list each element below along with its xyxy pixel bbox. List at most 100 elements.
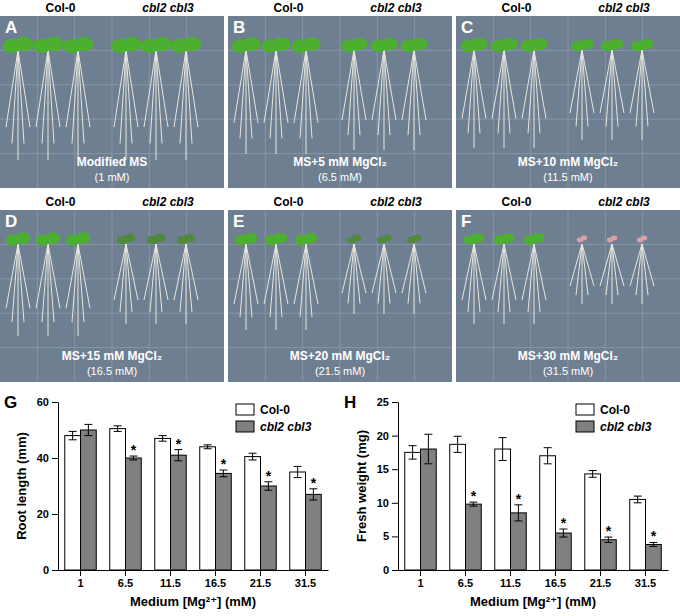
plate-grid	[228, 278, 452, 279]
seedling-root	[528, 244, 534, 312]
seedling-root	[48, 244, 60, 308]
seedling-root	[612, 244, 618, 295]
seedling-shoot	[531, 38, 548, 50]
panel-letter: E	[233, 212, 244, 231]
error-cap	[219, 476, 227, 477]
error-bar	[424, 434, 432, 464]
panel-condition: MS+20 mM MgCl₂	[290, 349, 390, 363]
seedling-root	[534, 50, 540, 133]
seedling-root	[276, 50, 288, 123]
seedling-shoot	[14, 37, 33, 51]
seedling-shoot	[44, 37, 63, 51]
y-tick-label: 10	[377, 497, 389, 509]
seedling-root	[636, 244, 642, 295]
legend: Col-0cbl2 cbl3	[236, 403, 312, 434]
seedling-shoot	[411, 38, 428, 50]
seedling-root	[48, 244, 54, 322]
y-tick-mark	[392, 469, 398, 470]
error-bar	[409, 446, 417, 459]
plate-grid	[456, 347, 680, 348]
error-bar	[634, 496, 642, 503]
seedling-root	[246, 50, 247, 154]
seedling-root	[156, 244, 157, 324]
bar	[405, 452, 421, 570]
significance: *	[606, 523, 612, 539]
error-stem	[162, 436, 163, 442]
panel-letter: G	[4, 393, 17, 412]
panel-concentration: (11.5 mM)	[543, 171, 592, 183]
seedling-root	[354, 244, 355, 314]
seedling-root	[72, 244, 78, 322]
bar	[65, 436, 81, 570]
y-tick: 20	[37, 508, 58, 520]
error-cap	[469, 506, 477, 507]
seedling-shoot	[74, 37, 93, 51]
panel-letter: H	[344, 393, 356, 412]
y-tick-mark	[52, 402, 58, 403]
panel-header: cbl2 cbl3	[370, 1, 422, 15]
x-tick: 21.5	[250, 570, 271, 589]
bar	[216, 473, 232, 570]
seedling-shoot	[124, 234, 136, 243]
seedling-root	[12, 244, 18, 322]
y-tick: 40	[37, 452, 58, 464]
panel-header: Col-0	[273, 195, 303, 209]
x-tick-label: 11.5	[160, 577, 181, 589]
seedling-root	[414, 50, 420, 135]
plot-area	[65, 424, 322, 570]
error-cap	[604, 542, 612, 543]
plate-grid	[228, 84, 452, 85]
seedling-root	[642, 50, 648, 127]
seedling-root	[504, 50, 510, 133]
error-cap	[294, 477, 302, 478]
seedling-root	[570, 244, 582, 286]
bar	[126, 458, 142, 570]
x-tick: 21.5	[590, 570, 611, 589]
y-axis-line	[58, 403, 59, 571]
error-cap	[424, 463, 432, 464]
seedling-root	[534, 244, 546, 300]
seedling-root	[186, 50, 192, 144]
seedling-shoot	[184, 234, 196, 243]
seedling-root	[612, 244, 613, 304]
seedling-root	[642, 244, 648, 295]
legend-swatch	[236, 421, 254, 432]
x-tick-label: 6.5	[118, 577, 133, 589]
y-tick-mark	[52, 514, 58, 515]
seedling-root	[48, 50, 49, 160]
seedling-root	[246, 50, 258, 123]
error-cap	[84, 424, 92, 425]
seedling-root	[270, 50, 276, 138]
error-cap	[159, 441, 167, 442]
x-tick: 31.5	[635, 570, 656, 589]
panel-condition: MS+10 mM MgCl₂	[518, 155, 618, 169]
x-tick-mark	[465, 570, 466, 576]
x-tick-mark	[555, 570, 556, 576]
plate-grid	[228, 313, 452, 314]
seedling-root	[36, 244, 48, 308]
panel-condition: Modified MS	[77, 155, 148, 169]
bar	[556, 533, 572, 570]
seedling-root	[18, 50, 30, 127]
seedling-root	[384, 50, 396, 120]
seedling-shoot	[472, 233, 485, 243]
legend-item: Col-0	[236, 403, 290, 417]
photo-background	[228, 16, 452, 188]
seedling-root	[384, 50, 385, 150]
seedling-root	[126, 50, 132, 144]
x-axis-line	[399, 570, 669, 571]
error-cap	[544, 447, 552, 448]
error-cap	[294, 466, 302, 467]
seedling-shoot	[611, 236, 617, 241]
x-tick-label: 21.5	[590, 577, 611, 589]
y-tick-mark	[392, 503, 398, 504]
bar	[511, 513, 527, 570]
seedling-root	[402, 244, 414, 293]
seedling-root	[600, 50, 612, 113]
seedling-shoot	[581, 236, 587, 241]
panel-condition: MS+15 mM MgCl₂	[62, 349, 162, 363]
error-cap	[424, 434, 432, 435]
y-axis: 0510152025	[377, 396, 399, 576]
seedling-root	[642, 244, 654, 286]
x-tick-label: 21.5	[250, 577, 271, 589]
